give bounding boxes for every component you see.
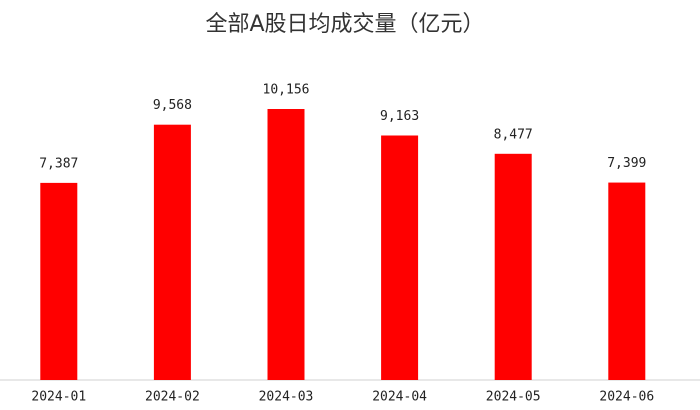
bar [494,153,532,380]
value-label: 9,163 [380,109,419,124]
x-tick-label: 2024-01 [31,390,86,405]
value-label: 9,568 [153,98,192,113]
bar [608,182,646,380]
x-tick-label: 2024-05 [486,390,541,405]
value-label: 10,156 [263,83,310,98]
x-tick-label: 2024-06 [599,390,654,405]
value-label: 8,477 [494,127,533,142]
value-label: 7,387 [39,156,78,171]
bar [267,109,305,380]
x-tick-label: 2024-04 [372,390,427,405]
bar [40,182,78,380]
bar [153,124,191,380]
bar [381,135,419,380]
x-tick-label: 2024-03 [259,390,314,405]
x-tick-label: 2024-02 [145,390,200,405]
value-label: 7,399 [607,156,646,171]
chart-title: 全部A股日均成交量（亿元） [205,12,484,37]
